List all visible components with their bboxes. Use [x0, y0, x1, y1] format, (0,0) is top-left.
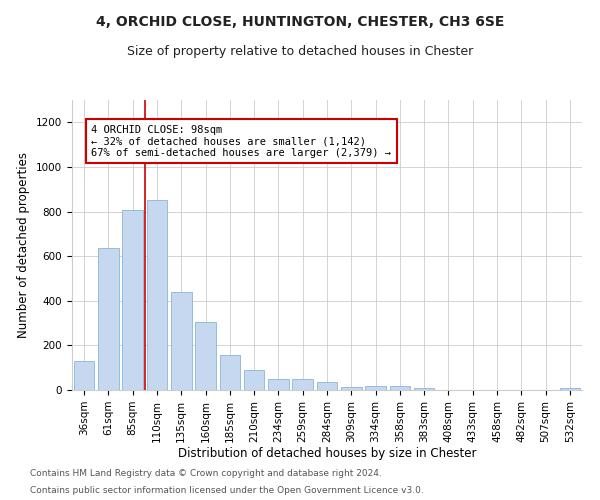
Bar	[414, 388, 434, 390]
Bar	[365, 386, 386, 390]
Bar	[74, 361, 94, 390]
Bar	[98, 248, 119, 390]
Bar	[317, 382, 337, 390]
Text: 4 ORCHID CLOSE: 98sqm
← 32% of detached houses are smaller (1,142)
67% of semi-d: 4 ORCHID CLOSE: 98sqm ← 32% of detached …	[91, 124, 391, 158]
Bar	[560, 388, 580, 390]
Text: 4, ORCHID CLOSE, HUNTINGTON, CHESTER, CH3 6SE: 4, ORCHID CLOSE, HUNTINGTON, CHESTER, CH…	[96, 15, 504, 29]
Bar	[195, 322, 216, 390]
Bar	[220, 356, 240, 390]
X-axis label: Distribution of detached houses by size in Chester: Distribution of detached houses by size …	[178, 448, 476, 460]
Bar	[389, 386, 410, 390]
Bar	[122, 210, 143, 390]
Text: Contains public sector information licensed under the Open Government Licence v3: Contains public sector information licen…	[30, 486, 424, 495]
Bar	[341, 386, 362, 390]
Bar	[146, 200, 167, 390]
Bar	[268, 379, 289, 390]
Bar	[292, 379, 313, 390]
Text: Contains HM Land Registry data © Crown copyright and database right 2024.: Contains HM Land Registry data © Crown c…	[30, 468, 382, 477]
Y-axis label: Number of detached properties: Number of detached properties	[17, 152, 31, 338]
Bar	[171, 292, 191, 390]
Bar	[244, 370, 265, 390]
Text: Size of property relative to detached houses in Chester: Size of property relative to detached ho…	[127, 45, 473, 58]
